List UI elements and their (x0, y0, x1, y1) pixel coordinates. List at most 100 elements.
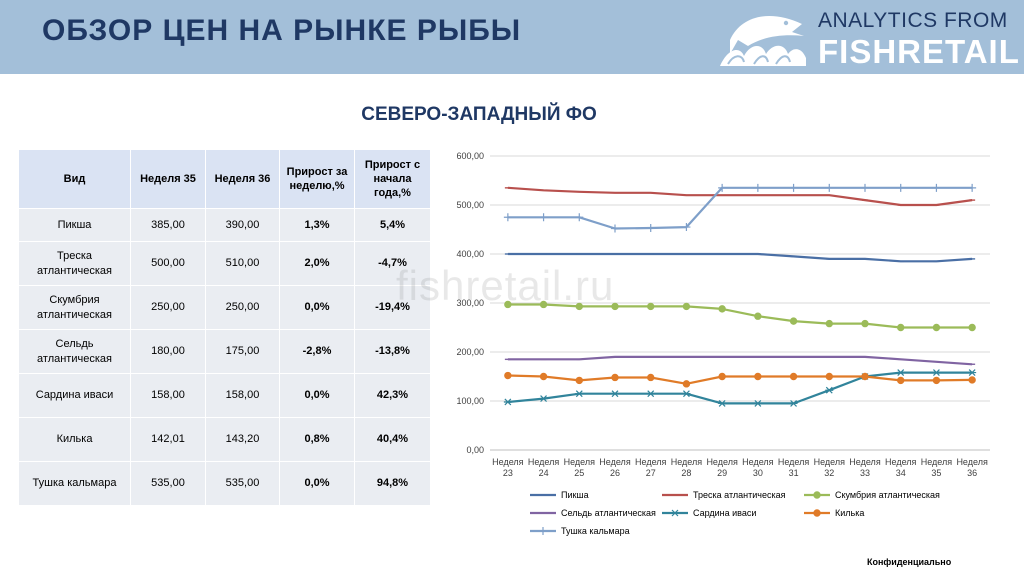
data-point (682, 390, 691, 398)
data-point (932, 323, 941, 332)
region-title: СЕВЕРО-ЗАПАДНЫЙ ФО (361, 104, 597, 125)
data-point (968, 376, 976, 384)
x-tick-label: Неделя 29 (706, 457, 738, 478)
series-line (507, 186, 973, 207)
series-line (507, 371, 973, 405)
data-point (504, 300, 512, 309)
data-point (861, 372, 869, 381)
legend-label: Сельдь атлантическая (561, 508, 656, 518)
data-point (611, 390, 619, 398)
table-cell: 0,0% (279, 285, 355, 330)
table-row: Треска атлантическая 500,00 510,00 2,0% … (18, 241, 431, 286)
data-point (575, 376, 583, 385)
x-tick-label: Неделя 33 (849, 457, 881, 478)
legend-item: Килька (804, 508, 864, 518)
x-tick-label: Неделя 30 (742, 457, 774, 478)
legend-item: Тушка кальмара (530, 526, 630, 536)
table-cell: 0,8% (279, 417, 355, 462)
table-cell: 1,3% (279, 208, 355, 242)
data-point (753, 183, 762, 192)
column-header: Прирост за неделю,% (279, 149, 355, 209)
table-cell: 94,8% (354, 461, 431, 506)
data-point (789, 317, 798, 325)
x-tick-label: Неделя 32 (814, 457, 846, 478)
confidential-label: Конфиденциально (867, 557, 952, 567)
table-cell: 390,00 (205, 208, 280, 242)
data-point (575, 302, 583, 311)
data-point (897, 323, 905, 332)
table-cell: 143,20 (205, 417, 280, 462)
x-tick-label: Неделя 27 (635, 457, 667, 478)
table-cell: 500,00 (130, 241, 206, 286)
series-сардина-иваси (503, 369, 977, 407)
y-tick-label: 600,00 (456, 151, 484, 161)
data-point (539, 395, 548, 402)
data-point (682, 302, 691, 311)
y-tick-label: 400,00 (456, 249, 484, 259)
table-row: Пикша 385,00 390,00 1,3% 5,4% (18, 208, 431, 242)
series-line (507, 252, 973, 263)
x-tick-label: Неделя 23 (492, 457, 524, 478)
table-cell: Сельдь атлантическая (18, 329, 131, 374)
table-cell: Пикша (18, 208, 131, 242)
data-point (825, 183, 834, 192)
data-point (789, 372, 798, 381)
x-tick-label: Неделя 34 (885, 457, 917, 478)
data-point (718, 183, 727, 192)
series-треска-атлантическая (504, 186, 976, 207)
data-point (647, 373, 655, 382)
legend-item: Скумбрия атлантическая (804, 490, 940, 500)
y-tick-label: 300,00 (456, 298, 484, 308)
table-cell: -13,8% (354, 329, 431, 374)
data-point (647, 302, 655, 311)
table-cell: Треска атлантическая (18, 241, 131, 286)
table-header-row: Вид Неделя 35 Неделя 36 Прирост за недел… (18, 149, 431, 209)
data-point (504, 371, 512, 380)
series-скумбрия-атлантическая (504, 300, 976, 332)
data-point (682, 223, 691, 232)
header-bar: ОБЗОР ЦЕН НА РЫНКЕ РЫБЫ ANALYTICS FROM F… (0, 0, 1024, 74)
x-tick-label: Неделя 24 (528, 457, 560, 478)
series-килька (504, 371, 976, 388)
table-cell: 158,00 (205, 373, 280, 418)
data-point (611, 302, 619, 311)
data-point (539, 372, 548, 381)
table-cell: -2,8% (279, 329, 355, 374)
data-point (754, 312, 762, 320)
page-title: ОБЗОР ЦЕН НА РЫНКЕ РЫБЫ (42, 14, 522, 47)
data-point (503, 213, 512, 222)
y-tick-label: 200,00 (456, 347, 484, 357)
data-point (671, 509, 679, 517)
data-point (896, 183, 905, 192)
data-point (896, 369, 905, 377)
table-cell: 5,4% (354, 208, 431, 242)
table-row: Скумбрия атлантическая 250,00 250,00 0,0… (18, 285, 431, 330)
data-point (718, 305, 726, 313)
x-tick-label: Неделя 26 (599, 457, 631, 478)
data-point (575, 213, 584, 222)
table-cell: Сардина иваси (18, 373, 131, 418)
legend-label: Треска атлантическая (693, 490, 786, 500)
series-сельдь-атлантическая (504, 355, 976, 366)
table-cell: 42,3% (354, 373, 431, 418)
x-tick-label: Неделя 36 (956, 457, 988, 478)
table-cell: 0,0% (279, 461, 355, 506)
series-line (507, 186, 973, 230)
data-point (503, 398, 512, 406)
data-point (968, 183, 977, 192)
data-point (932, 376, 941, 385)
column-header: Прирост с начала года,% (354, 149, 431, 209)
table-cell: 175,00 (205, 329, 280, 374)
table-cell: 40,4% (354, 417, 431, 462)
legend-label: Тушка кальмара (561, 526, 630, 536)
brand-name: FISHRETAIL (818, 33, 1020, 70)
y-tick-label: 100,00 (456, 396, 484, 406)
legend-label: Килька (835, 508, 864, 518)
price-line-chart: 0,00 100,00 200,00 300,00 400,00 500,00 600,00… (456, 151, 990, 536)
series-тушка-кальмара (503, 183, 977, 233)
data-point (539, 300, 548, 309)
data-point (789, 400, 798, 407)
legend-item: Сельдь атлантическая (530, 508, 656, 518)
table-row: Сардина иваси 158,00 158,00 0,0% 42,3% (18, 373, 431, 418)
data-point (825, 386, 834, 394)
